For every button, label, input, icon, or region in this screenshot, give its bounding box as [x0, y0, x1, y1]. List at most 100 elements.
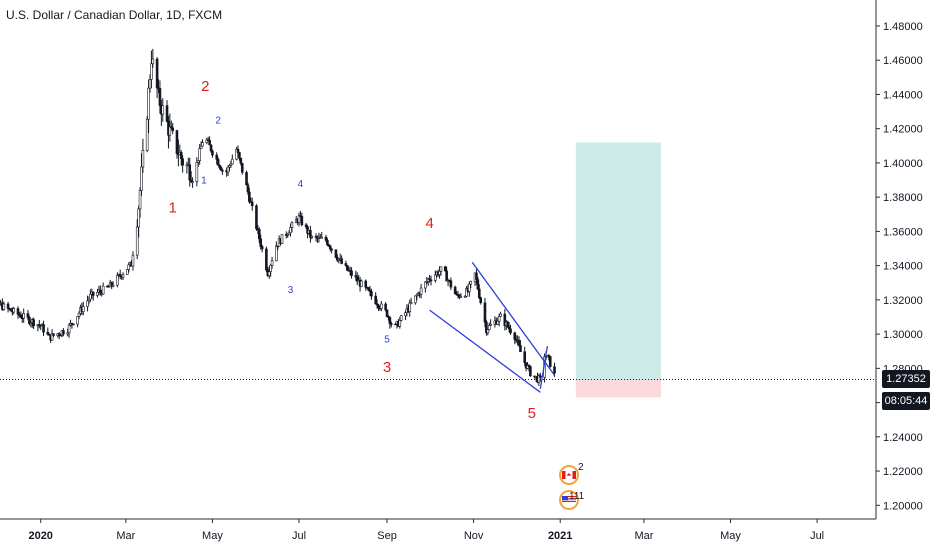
- candle-body: [486, 329, 490, 334]
- candle: [419, 283, 423, 299]
- candle: [257, 227, 261, 244]
- candle-body: [328, 245, 332, 250]
- y-tick-label: 1.20000: [883, 500, 923, 512]
- candle-body: [19, 315, 23, 319]
- candle-body: [483, 302, 487, 323]
- candle-body: [380, 303, 383, 309]
- candle: [547, 354, 551, 361]
- candle: [477, 284, 481, 300]
- candle: [151, 48, 155, 68]
- candle: [216, 157, 220, 166]
- candle: [140, 153, 143, 196]
- candle-body: [231, 158, 234, 165]
- candle-body: [199, 145, 203, 149]
- chart-title: U.S. Dollar / Canadian Dollar, 1D, FXCM: [6, 8, 223, 22]
- candle-body: [487, 325, 491, 331]
- candle: [195, 157, 199, 187]
- candle-body: [547, 355, 551, 357]
- candle-body: [479, 297, 483, 304]
- candle: [76, 315, 79, 328]
- candle: [487, 322, 491, 331]
- stop-zone: [575, 379, 661, 398]
- candle-body: [181, 158, 184, 166]
- candle: [158, 80, 162, 114]
- candle-body: [280, 234, 284, 244]
- candle-body: [503, 313, 507, 327]
- candle-body: [419, 287, 423, 295]
- candle: [125, 269, 129, 275]
- candle: [548, 356, 552, 368]
- candle: [236, 145, 240, 154]
- candle: [300, 212, 304, 227]
- candle-body: [476, 279, 480, 290]
- wave-label-major: 3: [383, 359, 391, 376]
- candle-body: [507, 326, 511, 330]
- candle: [118, 269, 122, 280]
- candle: [489, 319, 492, 326]
- candle-body: [499, 313, 502, 317]
- candle-body: [77, 312, 81, 317]
- candle: [22, 308, 25, 323]
- y-tick-label: 1.40000: [883, 158, 923, 170]
- candle: [370, 288, 373, 300]
- candle-body: [221, 169, 224, 172]
- candle: [208, 136, 211, 146]
- candle: [328, 244, 332, 252]
- candle-body: [439, 266, 443, 272]
- candle-body: [121, 274, 125, 278]
- candle: [503, 309, 507, 331]
- candle: [260, 244, 264, 253]
- candle-body: [374, 295, 377, 305]
- candle: [408, 299, 412, 317]
- candle-body: [304, 224, 308, 228]
- candle: [310, 235, 314, 240]
- candle: [211, 149, 214, 158]
- candle-body: [364, 280, 368, 288]
- candle: [429, 275, 433, 286]
- us-event-count: 111: [569, 491, 585, 502]
- x-tick-label: Jul: [810, 530, 824, 542]
- candle-body: [553, 366, 556, 374]
- candle-body: [218, 164, 221, 168]
- candle-body: [445, 270, 448, 282]
- candle: [121, 272, 125, 280]
- candle-body: [453, 286, 457, 295]
- candle-body: [91, 291, 95, 296]
- candle-body: [468, 283, 471, 292]
- x-tick-label: May: [720, 530, 741, 542]
- candle-body: [320, 236, 324, 239]
- candle-body: [506, 321, 509, 328]
- candle-body: [140, 166, 143, 191]
- candle: [479, 296, 483, 305]
- canada-flag-icon[interactable]: [559, 465, 579, 485]
- candle: [248, 187, 251, 204]
- candle: [6, 301, 10, 313]
- candle: [199, 141, 203, 149]
- candle-body: [155, 58, 159, 89]
- y-tick-label: 1.44000: [883, 89, 923, 101]
- candle-body: [497, 316, 501, 322]
- candle: [111, 281, 115, 288]
- candle-body: [248, 191, 251, 202]
- candle-body: [398, 320, 402, 327]
- candle-body: [219, 167, 223, 171]
- candle: [91, 291, 95, 301]
- candle: [517, 336, 521, 347]
- candle-body: [269, 264, 272, 273]
- candle-body: [125, 269, 129, 275]
- candle-body: [42, 324, 45, 333]
- x-tick-label: Jul: [292, 530, 306, 542]
- candle: [67, 323, 71, 338]
- candle: [26, 310, 30, 321]
- wave-label-major: 1: [169, 200, 177, 217]
- candle-body: [150, 63, 153, 80]
- x-tick-label: 2020: [28, 530, 52, 542]
- x-tick-label: May: [202, 530, 223, 542]
- candle: [42, 320, 45, 336]
- candle-body: [81, 306, 85, 312]
- wedge-line: [429, 309, 541, 393]
- us-flag-icon[interactable]: [559, 490, 579, 510]
- candle-body: [229, 163, 233, 166]
